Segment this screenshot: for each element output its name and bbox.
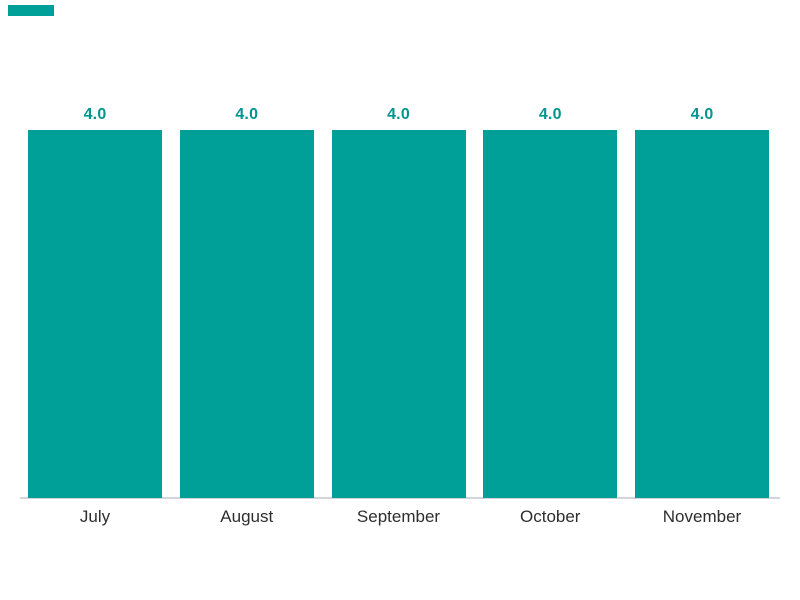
- brand-accent-bar: [8, 5, 54, 16]
- bar-value-label: 4.0: [387, 106, 410, 123]
- category-label-august: August: [220, 507, 274, 526]
- bar-group-november: 4.0: [635, 106, 769, 498]
- category-label-october: October: [520, 507, 581, 526]
- category-label-september: September: [356, 507, 441, 526]
- bar-group-august: 4.0: [179, 106, 314, 498]
- bar-october: [483, 130, 618, 498]
- bar-chart-plot-area: 4.0 4.0 4.0 4.0 4.0: [28, 106, 769, 498]
- bar-value-label: 4.0: [235, 106, 259, 123]
- bar-july: [28, 130, 162, 498]
- category-label-july: July: [79, 507, 111, 526]
- bar-group-july: 4.0: [28, 106, 162, 498]
- bar-group-september: 4.0: [331, 106, 466, 498]
- x-axis-baseline: [20, 497, 780, 499]
- bar-value-label: 4.0: [83, 106, 107, 123]
- bar-september: [331, 130, 466, 498]
- x-axis-category-labels: July August September October November: [28, 507, 769, 527]
- bar-value-label: 4.0: [538, 106, 562, 123]
- bar-november: [635, 130, 769, 498]
- bar-group-october: 4.0: [483, 106, 618, 498]
- category-label-november: November: [662, 507, 742, 526]
- bar-august: [179, 130, 314, 498]
- bar-value-label: 4.0: [690, 106, 714, 123]
